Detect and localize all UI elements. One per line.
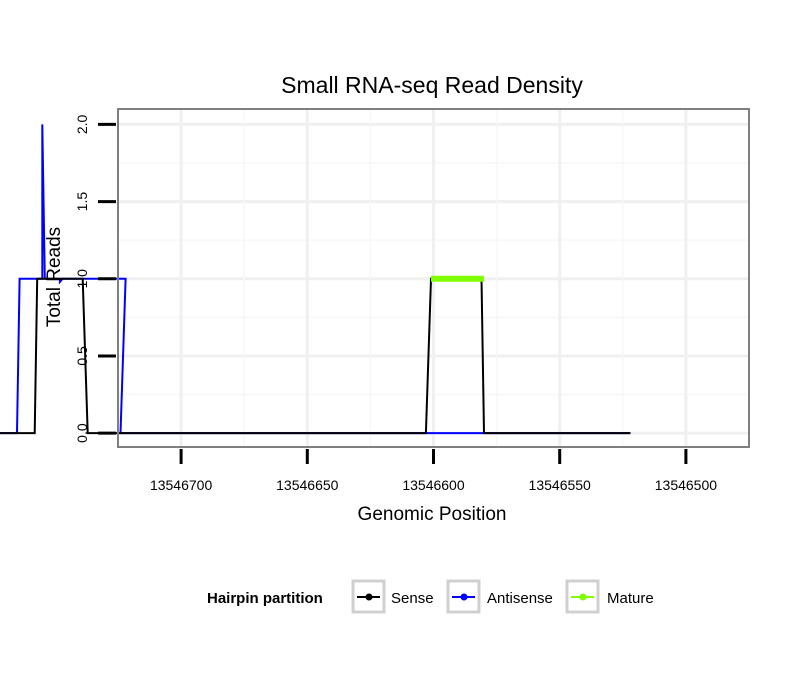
x-tick-label: 13546650 xyxy=(276,477,339,493)
x-axis-label: Genomic Position xyxy=(358,504,507,525)
x-tick-label: 13546500 xyxy=(655,477,718,493)
x-tick-label: 13546700 xyxy=(150,477,213,493)
y-axis: 0.0 0.5 1.0 1.5 2.0 xyxy=(74,114,116,443)
y-tick-label: 1.5 xyxy=(74,192,90,212)
y-axis-label: Total Reads xyxy=(44,227,65,327)
legend-item-mature: Mature xyxy=(565,579,654,614)
y-tick-label: 0.5 xyxy=(74,346,90,366)
chart-title: Small RNA-seq Read Density xyxy=(281,72,583,98)
legend-label-mature: Mature xyxy=(607,590,654,607)
x-tick-label: 13546600 xyxy=(402,477,465,493)
legend-label-antisense: Antisense xyxy=(487,590,553,607)
legend-label-sense: Sense xyxy=(391,590,434,607)
x-axis: 13546700 13546650 13546600 13546550 13546500 xyxy=(150,449,717,493)
legend-item-sense: Sense xyxy=(351,579,434,614)
y-tick-label: 0.0 xyxy=(74,423,90,443)
series-layer xyxy=(0,124,631,435)
grid-lines xyxy=(118,109,750,447)
legend-item-antisense: Antisense xyxy=(446,579,553,614)
plot-border xyxy=(117,108,750,448)
series-line-antisense xyxy=(0,124,631,435)
y-tick-label: 1.0 xyxy=(74,269,90,289)
x-tick-label: 13546550 xyxy=(529,477,592,493)
legend-title: Hairpin partition xyxy=(207,590,323,607)
y-tick-label: 2.0 xyxy=(74,114,90,134)
series-line-sense xyxy=(0,277,631,435)
legend: Hairpin partition Sense Antisense Mature xyxy=(207,579,654,614)
